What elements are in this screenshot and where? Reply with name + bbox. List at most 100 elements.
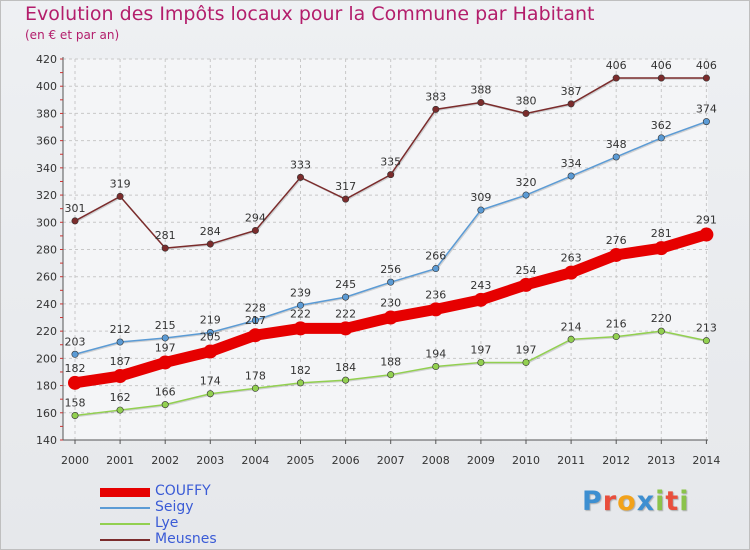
data-label-seigy: 219: [200, 314, 221, 327]
data-point-lye: [477, 358, 485, 366]
data-point-lye: [342, 376, 350, 384]
y-tick-label: 400: [36, 80, 57, 93]
data-point-lye: [251, 384, 259, 392]
data-point-meusnes: [71, 217, 79, 225]
chart-subtitle: (en € et par an): [25, 28, 120, 42]
y-tick-label: 320: [36, 189, 57, 202]
data-point-lye: [161, 401, 169, 409]
data-point-lye: [71, 412, 79, 420]
data-point-seigy: [387, 278, 395, 286]
data-point-couffy: [428, 302, 443, 317]
data-point-meusnes: [296, 173, 304, 181]
data-label-seigy: 266: [425, 250, 446, 263]
y-tick-label: 420: [36, 53, 57, 66]
y-tick-label: 380: [36, 107, 57, 120]
data-point-lye: [567, 335, 575, 343]
data-point-seigy: [116, 338, 124, 346]
x-tick-label: 2001: [106, 454, 134, 467]
data-point-couffy: [699, 227, 714, 242]
data-label-meusnes: 406: [696, 59, 717, 72]
data-point-meusnes: [251, 226, 259, 234]
data-label-couffy: 187: [110, 355, 131, 368]
data-point-couffy: [338, 321, 353, 336]
legend-label-couffy: COUFFY: [155, 483, 211, 499]
x-tick-label: 2000: [61, 454, 89, 467]
y-tick-label: 240: [36, 298, 57, 311]
data-label-couffy: 243: [470, 279, 491, 292]
data-point-couffy: [248, 328, 263, 343]
x-tick-label: 2012: [602, 454, 630, 467]
legend-swatch-meusnes: [100, 539, 150, 541]
data-point-seigy: [71, 350, 79, 358]
x-tick-label: 2010: [512, 454, 540, 467]
data-label-lye: 188: [380, 356, 401, 369]
data-label-seigy: 362: [651, 119, 672, 132]
data-label-meusnes: 335: [380, 156, 401, 169]
data-point-seigy: [522, 191, 530, 199]
y-tick-label: 220: [36, 325, 57, 338]
data-label-meusnes: 294: [245, 211, 266, 224]
data-point-meusnes: [206, 240, 214, 248]
data-point-seigy: [702, 118, 710, 126]
data-label-seigy: 256: [380, 263, 401, 276]
y-tick-label: 360: [36, 135, 57, 148]
data-label-lye: 194: [425, 348, 446, 361]
data-label-lye: 220: [651, 312, 672, 325]
data-point-meusnes: [116, 192, 124, 200]
data-label-seigy: 215: [155, 319, 176, 332]
data-label-meusnes: 281: [155, 229, 176, 242]
data-point-couffy: [383, 310, 398, 325]
data-label-lye: 158: [65, 397, 86, 410]
x-tick-label: 2009: [467, 454, 495, 467]
data-point-seigy: [567, 172, 575, 180]
data-label-meusnes: 284: [200, 225, 221, 238]
data-label-meusnes: 406: [651, 59, 672, 72]
data-label-meusnes: 388: [470, 84, 491, 97]
x-tick-label: 2006: [332, 454, 360, 467]
data-label-couffy: 276: [606, 234, 627, 247]
data-point-seigy: [477, 206, 485, 214]
data-label-couffy: 236: [425, 288, 446, 301]
data-point-couffy: [203, 344, 218, 359]
data-label-lye: 197: [470, 343, 491, 356]
data-point-lye: [432, 363, 440, 371]
data-label-seigy: 334: [561, 157, 582, 170]
y-tick-label: 200: [36, 352, 57, 365]
data-label-meusnes: 319: [110, 177, 131, 190]
data-point-meusnes: [387, 171, 395, 179]
data-label-lye: 213: [696, 322, 717, 335]
data-label-couffy: 197: [155, 341, 176, 354]
data-point-seigy: [251, 316, 259, 324]
x-tick-label: 2013: [647, 454, 675, 467]
data-label-meusnes: 383: [425, 90, 446, 103]
data-point-seigy: [161, 334, 169, 342]
data-label-seigy: 374: [696, 103, 717, 116]
y-tick-label: 180: [36, 380, 57, 393]
data-label-couffy: 291: [696, 214, 717, 227]
data-label-seigy: 245: [335, 278, 356, 291]
data-point-couffy: [113, 369, 128, 384]
plot-area: [63, 59, 708, 440]
data-point-couffy: [519, 277, 533, 292]
data-label-seigy: 228: [245, 301, 266, 314]
data-label-couffy: 263: [561, 252, 582, 265]
proxiti-logo: Proxiti: [582, 486, 690, 517]
data-point-lye: [657, 327, 665, 335]
legend-label-meusnes: Meusnes: [155, 531, 217, 547]
data-point-lye: [612, 333, 620, 341]
data-label-lye: 162: [110, 391, 131, 404]
data-point-lye: [387, 371, 395, 379]
y-tick-label: 160: [36, 407, 57, 420]
x-tick-label: 2011: [557, 454, 585, 467]
data-label-meusnes: 387: [561, 85, 582, 98]
data-point-meusnes: [612, 74, 620, 82]
data-label-couffy: 205: [200, 331, 221, 344]
data-point-seigy: [657, 134, 665, 142]
data-point-meusnes: [477, 99, 485, 107]
data-label-meusnes: 406: [606, 59, 627, 72]
data-label-lye: 214: [561, 320, 582, 333]
data-label-couffy: 281: [651, 227, 672, 240]
data-label-couffy: 182: [65, 362, 86, 375]
chart-title: Evolution des Impôts locaux pour la Comm…: [25, 3, 595, 25]
data-label-seigy: 320: [516, 176, 537, 189]
